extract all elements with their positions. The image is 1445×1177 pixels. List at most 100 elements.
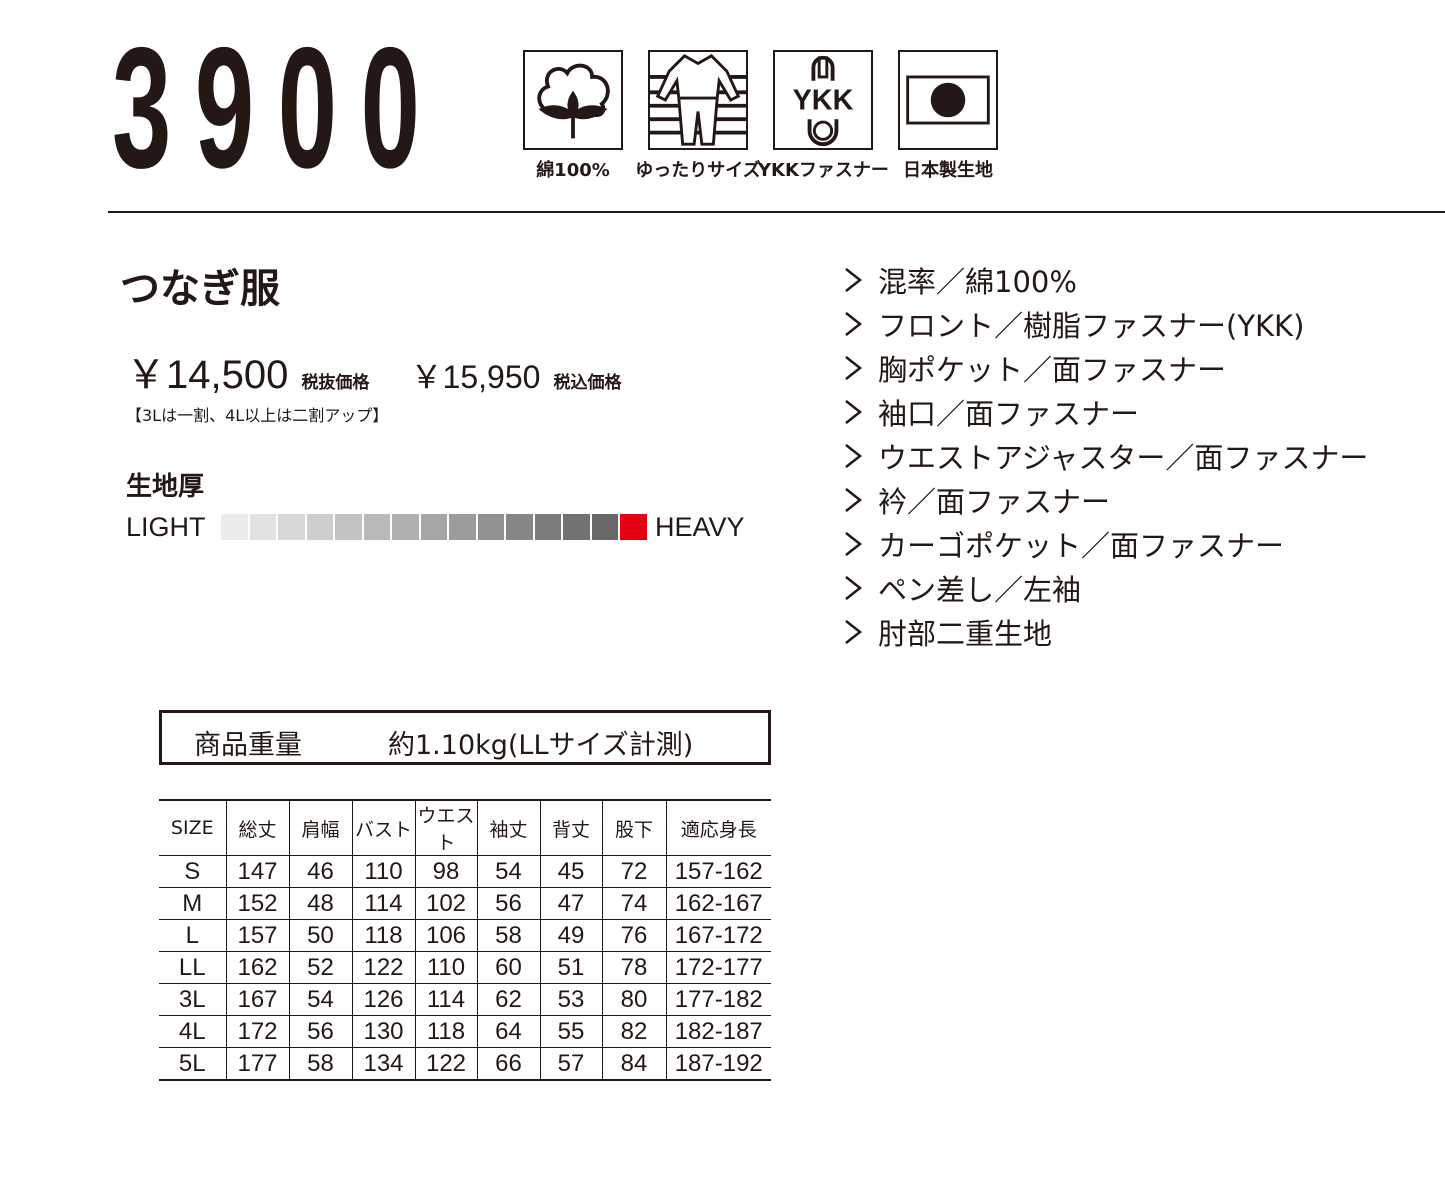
table-cell: 167: [225, 983, 289, 1016]
thickness-segment: [591, 514, 618, 540]
column-header: 総丈: [225, 799, 289, 856]
thickness-segment: [477, 514, 504, 540]
weight-label: 商品重量: [194, 730, 302, 761]
table-cell: 50: [288, 919, 352, 952]
column-header: 背丈: [539, 799, 602, 856]
table-cell: 162: [225, 951, 289, 984]
table-cell: 84: [601, 1047, 666, 1081]
table-row: S 147 46 110 98 54 45 72 157-162: [159, 855, 771, 888]
table-cell: 110: [351, 855, 415, 888]
table-row: 4L 172 56 130 118 64 55 82 182-187: [159, 1015, 771, 1048]
feature-text: ペン差し／左袖: [878, 573, 1082, 607]
table-cell: 126: [351, 983, 415, 1016]
relaxed-fit-coverall-icon: [648, 50, 748, 150]
table-cell: 82: [601, 1015, 666, 1048]
size-table: SIZE 総丈 肩幅 バスト ウエスト 袖丈 背丈 股下 適応身長 S 147 46 110 98 54 45…: [159, 799, 771, 1081]
japan-flag-icon: [898, 50, 998, 150]
table-cell: 102: [414, 887, 477, 920]
table-cell: 54: [476, 855, 540, 888]
weight-value: 約1.10kg(LLサイズ計測): [388, 730, 694, 761]
chevron-right-icon: [845, 356, 863, 380]
thickness-title: 生地厚: [126, 472, 205, 502]
table-cell: 64: [476, 1015, 540, 1048]
feature-text: 衿／面ファスナー: [878, 485, 1111, 519]
table-cell: 56: [476, 887, 540, 920]
table-cell: M: [159, 887, 226, 920]
table-cell: 62: [476, 983, 540, 1016]
cotton-icon: [523, 50, 623, 150]
table-header-row: SIZE 総丈 肩幅 バスト ウエスト 袖丈 背丈 股下 適応身長: [159, 799, 771, 856]
thickness-segment: [278, 514, 305, 540]
price-note: 【3Lは一割、4L以上は二割アップ】: [126, 406, 389, 425]
table-cell: 57: [539, 1047, 602, 1081]
chevron-right-icon: [845, 400, 863, 424]
column-header: 適応身長: [665, 799, 771, 856]
thickness-segment: [306, 514, 333, 540]
thickness-segment: [420, 514, 447, 540]
thickness-segment: [506, 514, 533, 540]
feature-item: 衿／面ファスナー: [840, 478, 1368, 522]
feature-item: フロント／樹脂ファスナー(YKK): [840, 302, 1368, 346]
table-cell: 78: [601, 951, 666, 984]
table-row: LL 162 52 122 110 60 51 78 172-177: [159, 951, 771, 984]
table-cell: 130: [351, 1015, 415, 1048]
table-cell: 45: [539, 855, 602, 888]
column-header: 袖丈: [476, 799, 540, 856]
table-cell: 182-187: [665, 1015, 771, 1048]
icon-label: ゆったりサイズ: [635, 160, 761, 181]
feature-text: ウエストアジャスター／面ファスナー: [878, 441, 1369, 475]
table-cell: 58: [288, 1047, 352, 1081]
table-cell: 98: [414, 855, 477, 888]
table-cell: 118: [351, 919, 415, 952]
svg-text:YKK: YKK: [793, 85, 854, 117]
column-header: ウエスト: [414, 799, 477, 856]
table-cell: 122: [414, 1047, 477, 1081]
table-cell: 74: [601, 887, 666, 920]
table-cell: 47: [539, 887, 602, 920]
thickness-scale: [221, 514, 647, 540]
feature-text: 混率／綿100%: [878, 265, 1077, 299]
thickness-segment: [620, 514, 647, 540]
table-cell: S: [159, 855, 226, 888]
price-block: ￥14,500 税抜価格 ￥15,950 税込価格: [126, 342, 622, 400]
chevron-right-icon: [845, 576, 863, 600]
feature-text: フロント／樹脂ファスナー(YKK): [878, 309, 1305, 343]
table-cell: 172-177: [665, 951, 771, 984]
feature-item: 混率／綿100%: [840, 258, 1368, 302]
feature-item: カーゴポケット／面ファスナー: [840, 522, 1368, 566]
chevron-right-icon: [845, 444, 863, 468]
feature-text: 肘部二重生地: [878, 617, 1053, 651]
table-cell: 66: [476, 1047, 540, 1081]
table-row: 5L 177 58 134 122 66 57 84 187-192: [159, 1047, 771, 1081]
column-header: 股下: [601, 799, 666, 856]
feature-text: 袖口／面ファスナー: [878, 397, 1140, 431]
table-cell: 134: [351, 1047, 415, 1081]
table-cell: 5L: [159, 1047, 226, 1081]
price-incl-tax: ￥15,950: [410, 359, 541, 395]
table-cell: 177: [225, 1047, 289, 1081]
thickness-segment: [249, 514, 276, 540]
table-cell: 122: [351, 951, 415, 984]
table-cell: 106: [414, 919, 477, 952]
price-excl-tax: ￥14,500: [126, 353, 289, 397]
thickness-segment: [392, 514, 419, 540]
table-cell: 58: [476, 919, 540, 952]
table-cell: 3L: [159, 983, 226, 1016]
table-cell: 162-167: [665, 887, 771, 920]
feature-item: 胸ポケット／面ファスナー: [840, 346, 1368, 390]
table-cell: 152: [225, 887, 289, 920]
icon-label: 綿100%: [536, 160, 610, 181]
table-cell: 157: [225, 919, 289, 952]
thickness-segment: [363, 514, 390, 540]
table-cell: LL: [159, 951, 226, 984]
feature-item: 肘部二重生地: [840, 610, 1368, 654]
column-header: SIZE: [159, 799, 226, 856]
table-cell: 76: [601, 919, 666, 952]
table-cell: 52: [288, 951, 352, 984]
table-cell: 114: [414, 983, 477, 1016]
table-cell: 172: [225, 1015, 289, 1048]
column-header: バスト: [351, 799, 415, 856]
table-cell: 167-172: [665, 919, 771, 952]
divider: [108, 211, 1445, 213]
feature-text: 胸ポケット／面ファスナー: [878, 353, 1227, 387]
